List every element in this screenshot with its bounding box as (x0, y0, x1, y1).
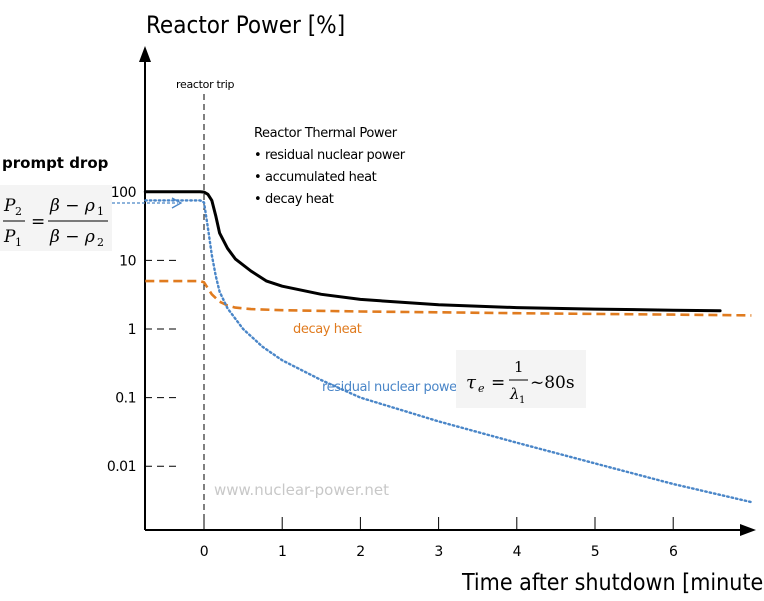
svg-text:=: = (491, 373, 505, 393)
svg-text:τ: τ (466, 372, 477, 393)
x-ticks: 0 1 2 3 4 5 6 (200, 517, 678, 560)
y-tick-label-0: 100 (111, 185, 136, 201)
y-tick-label-4: 0.01 (107, 459, 136, 475)
series-layer (143, 190, 753, 504)
prompt-drop-label: prompt drop (2, 154, 109, 172)
y-tick-label-3: 0.1 (115, 391, 136, 407)
svg-text:~80s: ~80s (530, 373, 575, 393)
y-axis-arrow (139, 46, 151, 62)
y-tick-label-1: 10 (119, 253, 136, 269)
series-residual-nuclear-power (144, 199, 753, 504)
x-tick-label-0: 0 (200, 544, 208, 560)
svg-text:1: 1 (514, 358, 524, 376)
x-tick-label-3: 3 (434, 544, 442, 560)
x-tick-label-1: 1 (278, 544, 286, 560)
x-tick-label-6: 6 (669, 544, 678, 560)
x-tick-label-4: 4 (513, 544, 522, 560)
residual-power-label: residual nuclear power (322, 380, 463, 395)
svg-text:1: 1 (15, 236, 22, 249)
axes (139, 46, 756, 536)
watermark: www.nuclear-power.net (214, 481, 389, 499)
svg-text:λ: λ (509, 385, 520, 403)
bullet-decay: • decay heat (254, 192, 334, 207)
chart-title: Reactor Power [%] (146, 11, 345, 39)
y-tick-label-2: 1 (128, 322, 136, 338)
bullet-accumulated: • accumulated heat (254, 170, 377, 185)
reactor-trip-label: reactor trip (176, 78, 234, 91)
svg-text:e: e (478, 382, 485, 395)
svg-text:2: 2 (15, 205, 22, 218)
svg-text:β − ρ: β − ρ (49, 227, 95, 247)
decay-heat-label: decay heat (293, 322, 362, 337)
x-axis-arrow (740, 524, 756, 536)
x-axis-title: Time after shutdown [minutes] (461, 570, 764, 596)
y-ticks: 100 10 1 0.1 0.01 (107, 185, 180, 475)
series-reactor-thermal-power (143, 190, 722, 313)
x-tick-label-2: 2 (356, 544, 364, 560)
thermal-power-heading: Reactor Thermal Power (254, 126, 398, 141)
svg-text:1: 1 (519, 395, 525, 406)
x-tick-label-5: 5 (591, 544, 599, 560)
svg-text:=: = (31, 212, 45, 232)
series-decay-heat (145, 279, 752, 317)
svg-text:P: P (3, 227, 16, 247)
svg-text:P: P (3, 196, 16, 216)
svg-text:1: 1 (97, 205, 104, 218)
svg-text:2: 2 (97, 236, 104, 249)
prompt-drop-arrow (112, 197, 183, 209)
svg-text:β − ρ: β − ρ (49, 196, 95, 216)
bullet-residual: • residual nuclear power (254, 148, 406, 163)
